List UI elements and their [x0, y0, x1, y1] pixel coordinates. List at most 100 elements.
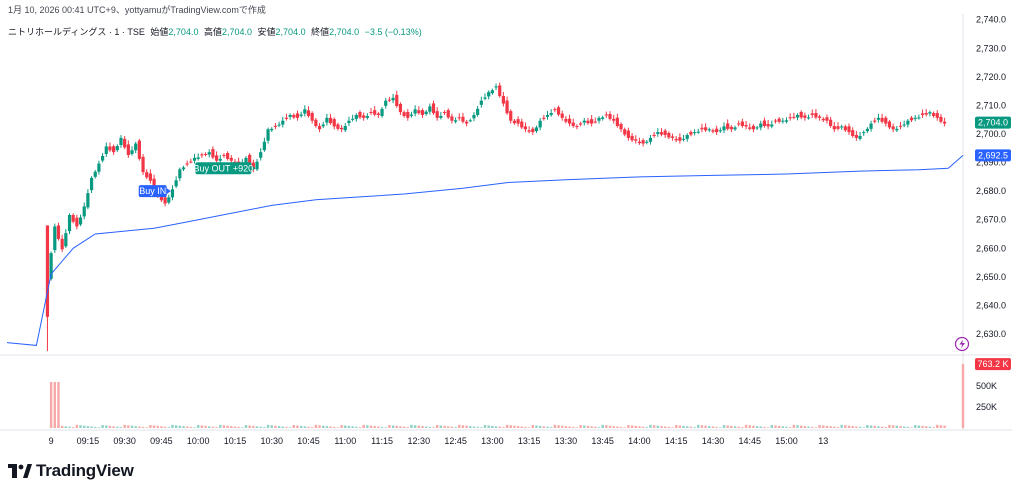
- candle-body: [351, 118, 355, 120]
- volume-bar: [255, 426, 259, 428]
- volume-bar: [230, 426, 233, 428]
- x-tick-label: 14:45: [738, 436, 761, 446]
- volume-bar: [733, 426, 737, 428]
- volume-bar: [68, 426, 71, 428]
- candle-body: [803, 115, 807, 118]
- volume-bar: [458, 424, 461, 428]
- candle-body: [369, 112, 373, 113]
- x-tick-label: 12:45: [444, 436, 467, 446]
- y-tick-label: 2,730.0: [976, 43, 1006, 53]
- price-badges: 2,704.0 2,692.5 763.2 K: [954, 116, 1011, 371]
- candle-body: [579, 123, 583, 125]
- candle-body: [163, 197, 167, 204]
- x-tick-label: 09:30: [113, 436, 136, 446]
- volume-bar: [285, 426, 288, 428]
- volume-bar: [454, 427, 457, 428]
- volume-bar: [880, 426, 884, 428]
- volume-bar: [641, 426, 645, 428]
- volume-bar: [667, 426, 671, 428]
- volume-bar: [130, 425, 134, 428]
- buy-in-marker[interactable]: Buy IN: [138, 185, 171, 198]
- volume-bar: [402, 426, 406, 428]
- y-tick-label: 2,650.0: [976, 272, 1006, 282]
- volume-bar: [697, 424, 700, 428]
- volume-bar: [748, 425, 751, 428]
- volume-bar: [932, 427, 935, 428]
- high-label: 高値: [203, 27, 222, 37]
- candle-body: [854, 135, 858, 138]
- x-tick-label: 13:30: [555, 436, 578, 446]
- x-tick-label: 15:00: [775, 436, 798, 446]
- volume-bar: [744, 424, 748, 428]
- volume-bar: [410, 424, 413, 428]
- y-tick-label: 2,720.0: [976, 72, 1006, 82]
- candle-body: [509, 111, 513, 121]
- volume-bar: [171, 424, 174, 428]
- candle-body: [310, 113, 314, 121]
- volume-bar: [222, 425, 226, 428]
- vwap-line: [6, 155, 964, 346]
- candle-body: [413, 109, 417, 114]
- candle-body: [733, 127, 737, 130]
- volume-bar: [888, 424, 891, 428]
- candle-body: [200, 154, 204, 156]
- volume-bar: [583, 425, 586, 428]
- volume-bar: [281, 426, 284, 428]
- volume-bar: [818, 425, 821, 428]
- candle-body: [751, 125, 756, 130]
- candle-body: [689, 132, 693, 135]
- tradingview-logo[interactable]: TradingView: [8, 461, 134, 481]
- volume-bar: [792, 424, 796, 428]
- candle-body: [420, 110, 425, 115]
- buy-out-marker[interactable]: Buy OUT +920: [194, 162, 256, 175]
- volume-bar: [487, 425, 490, 428]
- candles: [45, 82, 947, 352]
- candle-body: [935, 113, 939, 118]
- candle-body: [737, 123, 741, 125]
- y-tick-label: 2,690.0: [976, 158, 1006, 168]
- symbol-name[interactable]: ニトリホールディングス · 1 · TSE: [8, 27, 145, 37]
- candle-body: [391, 97, 395, 101]
- volume-bar: [108, 425, 112, 428]
- candle-body: [567, 118, 572, 124]
- candle-body: [659, 132, 664, 135]
- volume-bar: [469, 426, 472, 428]
- change-value: −3.5 (−0.13%): [364, 27, 422, 37]
- volume-bar: [241, 427, 244, 428]
- tradingview-wordmark: TradingView: [36, 461, 134, 480]
- lightning-icon-bolt: [959, 339, 965, 349]
- volume-bar: [730, 425, 733, 428]
- volume-bar: [307, 426, 310, 428]
- candle-body: [476, 108, 480, 115]
- volume-bar: [329, 426, 332, 428]
- volume-bar: [575, 427, 579, 428]
- candle-body: [148, 173, 152, 181]
- volume-bar: [266, 424, 270, 428]
- volume-bar: [671, 427, 674, 428]
- candle-body: [86, 193, 90, 208]
- candle-body: [829, 119, 833, 126]
- candle-body: [229, 157, 233, 161]
- candle-body: [858, 136, 862, 139]
- volume-bar: [358, 427, 362, 428]
- volume-bar: [682, 425, 685, 428]
- candle-body: [744, 125, 748, 127]
- candle-body: [141, 156, 145, 173]
- volume-bar: [491, 425, 494, 428]
- candle-body: [181, 167, 186, 170]
- volume-bar: [149, 425, 152, 428]
- lightning-icon[interactable]: [954, 336, 970, 352]
- candle-body: [465, 121, 469, 124]
- x-tick-label: 13: [818, 436, 828, 446]
- candle-body: [104, 146, 108, 154]
- candle-body: [902, 124, 906, 126]
- volume-bar: [277, 426, 281, 428]
- volume-bar: [399, 426, 402, 428]
- candle-body: [343, 126, 347, 131]
- candle-body: [192, 157, 197, 161]
- trade-markers[interactable]: Buy IN Buy OUT +920: [138, 162, 256, 198]
- candle-body: [512, 120, 517, 124]
- volume-bar: [634, 425, 637, 428]
- volume-bar: [160, 426, 163, 428]
